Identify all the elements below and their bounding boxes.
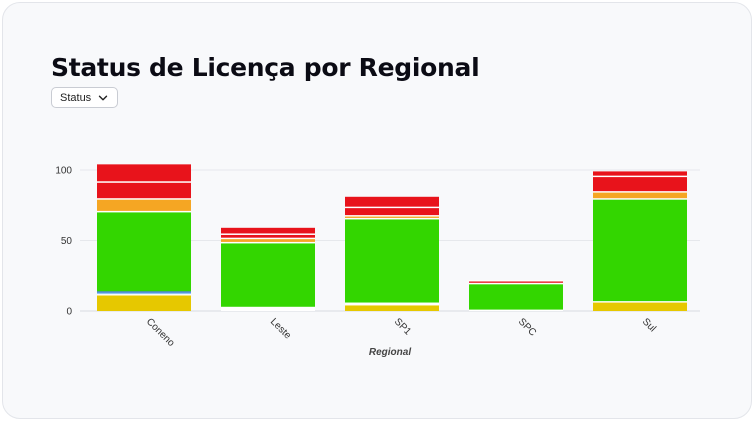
bar-segment[interactable] (469, 279, 563, 282)
bar-segment[interactable] (97, 212, 191, 292)
bar-segment[interactable] (469, 309, 563, 311)
bar-segment[interactable] (593, 177, 687, 192)
x-axis-title: Regional (369, 347, 411, 358)
bar-segment[interactable] (97, 295, 191, 311)
page-title: Status de Licença por Regional (51, 53, 480, 82)
x-tick-label: Sul (640, 316, 658, 334)
bar-segment[interactable] (345, 216, 439, 218)
bar-segment[interactable] (221, 241, 315, 244)
bar-segment[interactable] (221, 227, 315, 234)
y-tick-label: 50 (61, 236, 73, 247)
bar-segment[interactable] (345, 305, 439, 311)
bar-segment[interactable] (593, 192, 687, 199)
bar-segment[interactable] (469, 282, 563, 285)
bar-segment[interactable] (221, 306, 315, 311)
bar-segment[interactable] (97, 294, 191, 296)
bar-segment[interactable] (345, 217, 439, 220)
bar-segment[interactable] (97, 291, 191, 293)
bar-segment[interactable] (97, 182, 191, 199)
bar-segment[interactable] (345, 302, 439, 306)
bar-segment[interactable] (345, 219, 439, 303)
bar-segment[interactable] (593, 198, 687, 200)
bar-segment[interactable] (469, 281, 563, 283)
bar-segment[interactable] (97, 198, 191, 200)
chevron-down-icon (98, 95, 108, 100)
bar-segment[interactable] (221, 239, 315, 242)
bar-segment[interactable] (97, 199, 191, 211)
x-tick-label: SPC (516, 316, 538, 338)
bar-segment[interactable] (221, 243, 315, 307)
bar-segment[interactable] (221, 233, 315, 235)
bar-segment[interactable] (469, 284, 563, 310)
x-tick-label: Coneno (144, 316, 177, 349)
bar-segment[interactable] (97, 181, 191, 183)
bar-segment[interactable] (345, 208, 439, 216)
bar-segment[interactable] (593, 175, 687, 178)
bar-segment[interactable] (97, 164, 191, 182)
bar-segment[interactable] (593, 302, 687, 311)
y-tick-label: 0 (66, 307, 72, 318)
bar-segment[interactable] (593, 301, 687, 303)
bar-segment[interactable] (593, 191, 687, 193)
bar-segment[interactable] (593, 199, 687, 302)
status-dropdown[interactable]: Status (51, 87, 119, 108)
status-dropdown-label: Status (60, 91, 92, 104)
bar-segment[interactable] (345, 196, 439, 207)
x-tick-label: Leste (268, 316, 293, 341)
bar-segment[interactable] (593, 171, 687, 176)
x-tick-label: SP1 (392, 316, 413, 337)
bar-segment[interactable] (345, 206, 439, 209)
bar-segment[interactable] (97, 292, 191, 295)
bar-segment[interactable] (221, 234, 315, 238)
y-tick-label: 100 (55, 166, 72, 177)
bar-segment[interactable] (221, 237, 315, 240)
bar-segment[interactable] (97, 210, 191, 213)
bar-segment[interactable] (345, 215, 439, 217)
